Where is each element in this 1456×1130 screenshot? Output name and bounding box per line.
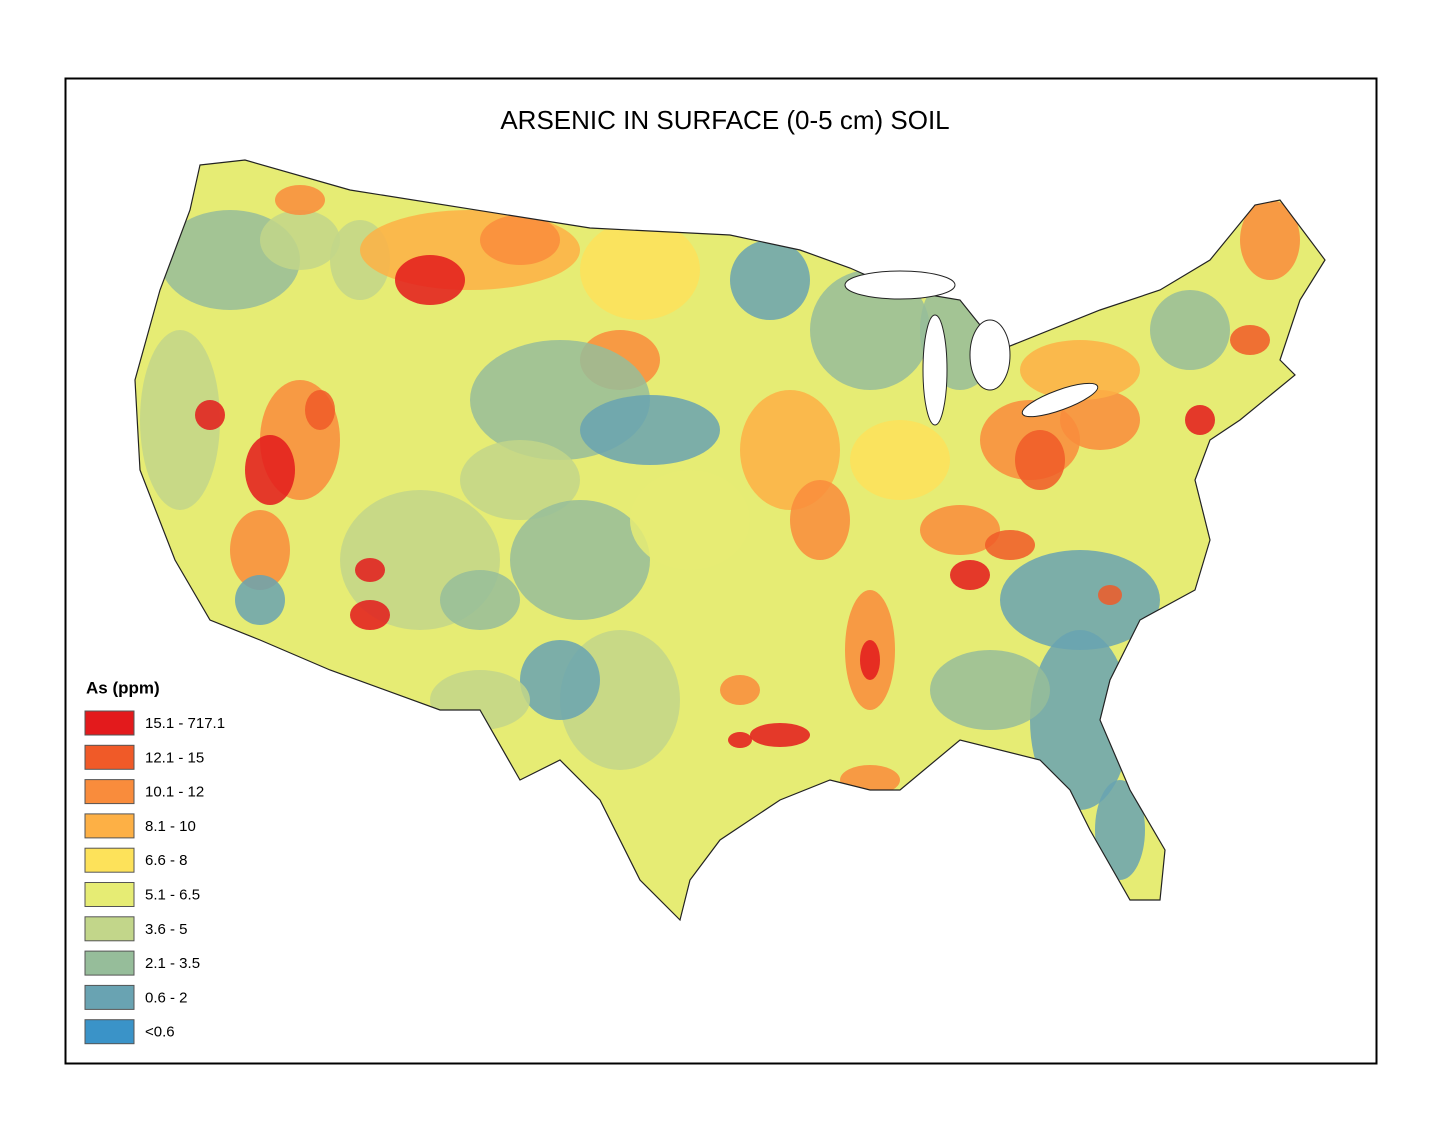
concentration-zone [1060,390,1140,450]
concentration-zone [350,600,390,630]
concentration-zone [260,210,340,270]
frame [64,77,1378,1065]
concentration-zone [230,510,290,590]
concentration-zone [520,640,600,720]
concentration-zone [950,560,990,590]
lake-superior [844,270,956,300]
concentration-zone [510,500,650,620]
legend-swatch [84,1019,135,1045]
legend-swatch [84,710,135,736]
legend-title: As (ppm) [86,678,160,697]
legend-swatch [84,882,135,907]
legend-label: 8.1 - 10 [145,818,196,835]
concentration-zone [355,558,385,582]
concentration-zone [1230,325,1270,355]
legend-label: 5.1 - 6.5 [145,886,200,903]
concentration-zone [920,505,1000,555]
concentration-zone [790,480,850,560]
concentration-zone [720,675,760,705]
us-outline [134,159,1326,922]
legend-swatch [84,984,135,1010]
concentration-zone [1095,780,1145,880]
concentration-zone [480,215,560,265]
concentration-zone [140,330,220,510]
concentration-zone [195,400,225,430]
legend-swatch [84,813,135,839]
concentration-zone [740,390,840,510]
concentration-zone [1030,630,1130,810]
lake-erie [1021,382,1099,418]
legend: As (ppm) 15.1 - 717.1 12.1 - 15 10.1 - 12 8… [84,678,225,1045]
concentration-zone [860,640,880,680]
concentration-zone [728,732,752,748]
legend-swatch [84,779,135,805]
concentration-zone [810,270,930,390]
concentration-zone [1015,430,1065,490]
legend-label: 3.6 - 5 [145,921,188,938]
concentration-zone [235,575,285,625]
concentration-zone [245,435,295,505]
concentration-zone [1000,550,1160,650]
legend-swatch [84,950,135,976]
legend-swatch [84,847,135,873]
legend-label: 12.1 - 15 [145,749,204,766]
concentration-zone [580,395,720,465]
concentration-zone [985,530,1035,560]
concentration-zone [730,240,810,320]
map-title: ARSENIC IN SURFACE (0-5 cm) SOIL [500,105,949,135]
great-lakes [844,270,1099,426]
lake-michigan [922,314,948,426]
concentration-zone [395,255,465,305]
legend-label: <0.6 [145,1024,175,1041]
concentration-zone [440,570,520,630]
concentration-zone [1240,200,1300,280]
concentration-zone [275,185,325,215]
legend-label: 0.6 - 2 [145,989,188,1006]
lake-huron [969,319,1011,391]
concentration-zone [930,650,1050,730]
legend-swatch [84,916,135,942]
concentration-zone [750,723,810,747]
legend-label: 15.1 - 717.1 [145,715,225,732]
legend-label: 10.1 - 12 [145,784,204,801]
concentration-zone [1020,340,1140,400]
concentration-zone [1098,585,1122,605]
concentration-zone [630,470,750,570]
legend-label: 6.6 - 8 [145,852,188,869]
concentration-zone [460,440,580,520]
legend-swatch [84,744,135,770]
concentration-zone [580,220,700,320]
concentration-zone [1150,290,1230,370]
concentration-zone [1185,405,1215,435]
concentration-zone [305,390,335,430]
concentration-zone [850,420,950,500]
legend-label: 2.1 - 3.5 [145,955,200,972]
